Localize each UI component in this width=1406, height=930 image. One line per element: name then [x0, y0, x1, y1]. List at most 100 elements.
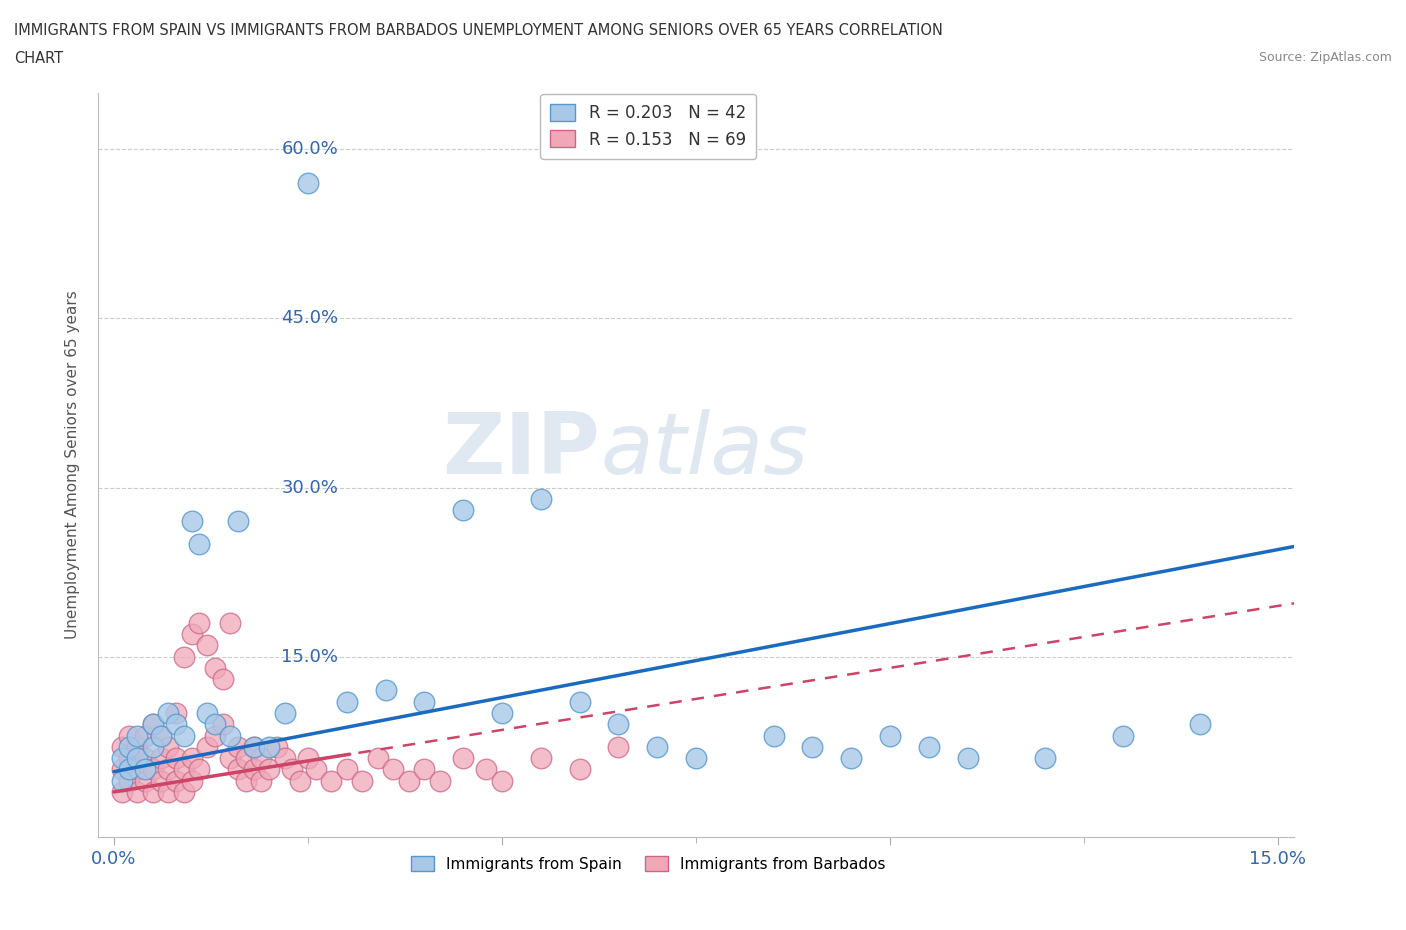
Text: Source: ZipAtlas.com: Source: ZipAtlas.com: [1258, 51, 1392, 64]
Point: [281, 762, 304, 777]
Point: [413, 695, 436, 710]
Point: [273, 706, 295, 721]
Point: [1189, 717, 1212, 732]
Text: 15.0%: 15.0%: [281, 647, 339, 666]
Point: [250, 751, 273, 765]
Point: [173, 728, 195, 743]
Point: [180, 751, 202, 765]
Point: [204, 717, 226, 732]
Point: [226, 739, 249, 754]
Point: [226, 514, 249, 529]
Point: [173, 762, 195, 777]
Point: [1033, 751, 1056, 765]
Point: [149, 773, 172, 788]
Point: [165, 717, 187, 732]
Point: [211, 671, 233, 686]
Point: [118, 728, 141, 743]
Text: 60.0%: 60.0%: [281, 140, 337, 158]
Point: [111, 751, 134, 765]
Point: [530, 491, 553, 506]
Point: [111, 773, 134, 788]
Point: [188, 762, 211, 777]
Point: [173, 649, 195, 664]
Point: [149, 728, 172, 743]
Point: [142, 762, 165, 777]
Point: [204, 660, 226, 675]
Point: [475, 762, 498, 777]
Point: [195, 638, 218, 653]
Point: [226, 762, 249, 777]
Point: [127, 762, 149, 777]
Point: [242, 739, 264, 754]
Text: 30.0%: 30.0%: [281, 479, 339, 497]
Point: [157, 739, 180, 754]
Point: [1112, 728, 1135, 743]
Point: [801, 739, 824, 754]
Point: [127, 739, 149, 754]
Point: [242, 762, 264, 777]
Point: [235, 751, 257, 765]
Point: [219, 616, 242, 631]
Point: [956, 751, 979, 765]
Y-axis label: Unemployment Among Seniors over 65 years: Unemployment Among Seniors over 65 years: [65, 291, 80, 640]
Point: [321, 773, 343, 788]
Point: [367, 751, 389, 765]
Point: [157, 785, 180, 800]
Point: [142, 739, 165, 754]
Point: [607, 717, 630, 732]
Point: [607, 739, 630, 754]
Point: [165, 751, 187, 765]
Point: [266, 739, 288, 754]
Legend: Immigrants from Spain, Immigrants from Barbados: Immigrants from Spain, Immigrants from B…: [405, 849, 891, 878]
Point: [336, 695, 359, 710]
Point: [157, 706, 180, 721]
Point: [918, 739, 941, 754]
Point: [336, 762, 359, 777]
Point: [127, 785, 149, 800]
Point: [382, 762, 405, 777]
Point: [195, 706, 218, 721]
Point: [297, 751, 319, 765]
Point: [180, 514, 202, 529]
Point: [645, 739, 668, 754]
Point: [413, 762, 436, 777]
Point: [235, 773, 257, 788]
Point: [118, 762, 141, 777]
Point: [219, 728, 242, 743]
Point: [273, 751, 295, 765]
Point: [429, 773, 451, 788]
Point: [134, 773, 156, 788]
Point: [142, 717, 165, 732]
Point: [134, 728, 156, 743]
Point: [111, 762, 134, 777]
Point: [134, 762, 156, 777]
Point: [173, 785, 195, 800]
Point: [118, 739, 141, 754]
Point: [188, 537, 211, 551]
Point: [142, 785, 165, 800]
Point: [762, 728, 785, 743]
Point: [219, 751, 242, 765]
Point: [491, 773, 513, 788]
Text: atlas: atlas: [600, 408, 808, 492]
Point: [685, 751, 707, 765]
Point: [242, 739, 264, 754]
Point: [111, 739, 134, 754]
Point: [839, 751, 862, 765]
Point: [188, 616, 211, 631]
Point: [451, 751, 474, 765]
Point: [149, 728, 172, 743]
Point: [257, 739, 280, 754]
Point: [352, 773, 374, 788]
Point: [290, 773, 312, 788]
Text: IMMIGRANTS FROM SPAIN VS IMMIGRANTS FROM BARBADOS UNEMPLOYMENT AMONG SENIORS OVE: IMMIGRANTS FROM SPAIN VS IMMIGRANTS FROM…: [14, 23, 943, 38]
Point: [250, 773, 273, 788]
Point: [195, 739, 218, 754]
Point: [165, 773, 187, 788]
Point: [211, 717, 233, 732]
Text: CHART: CHART: [14, 51, 63, 66]
Point: [180, 627, 202, 642]
Point: [879, 728, 901, 743]
Point: [297, 176, 319, 191]
Point: [142, 717, 165, 732]
